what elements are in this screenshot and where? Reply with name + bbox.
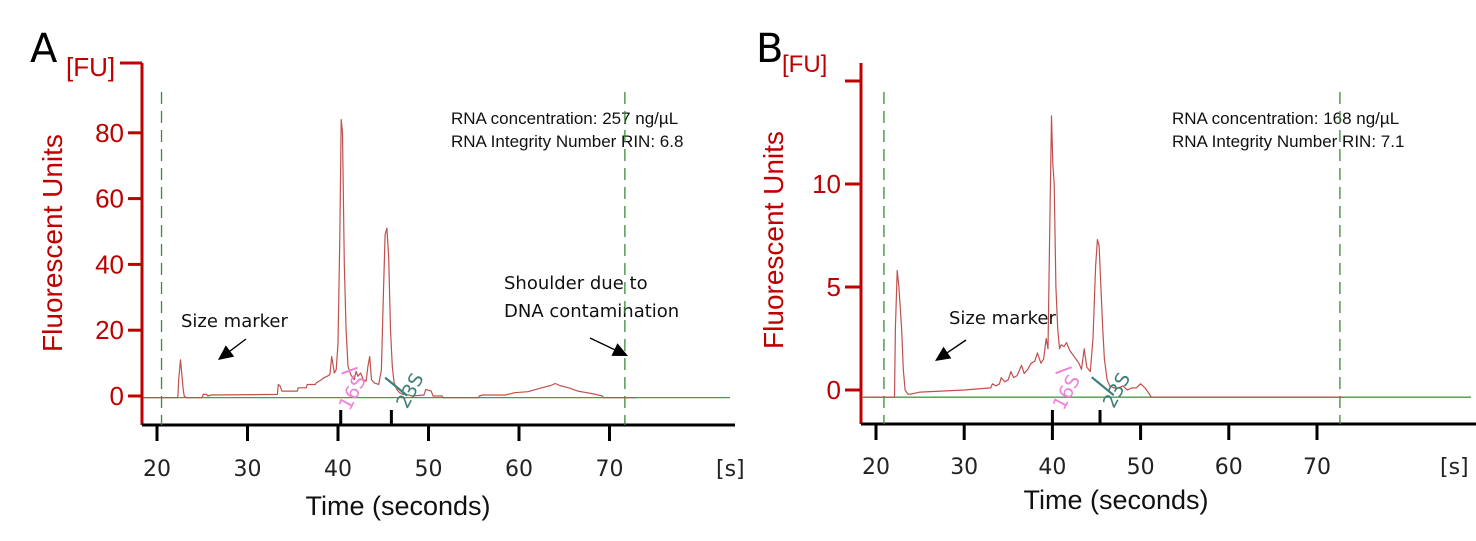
panel-a-trace-electropherogram — [143, 118, 637, 399]
panel-a-annotation-arrow — [589, 337, 615, 351]
panel-a-x-tick-label: 40 — [324, 457, 352, 482]
panel-a-info-rin: RNA Integrity Number RIN: 6.8 — [451, 132, 683, 151]
panel-a-peak-16s-label: 16S — [335, 372, 371, 414]
panel-a-y-axis-label: Fluorescent Units — [37, 134, 68, 352]
panel-b-x-axis-label: Time (seconds) — [1023, 485, 1208, 515]
panel-b-annotation-arrowhead — [935, 346, 952, 361]
panel-a-annotation-arrowhead — [611, 343, 628, 356]
panel-a-y-tick-label: 80 — [95, 118, 124, 148]
panel-b-x-unit: [s] — [1440, 455, 1469, 480]
panel-a-x-tick-label: 50 — [415, 457, 443, 482]
panel-b-x-tick-label: 70 — [1303, 455, 1331, 480]
panel-a-y-tick-label: 20 — [95, 315, 124, 345]
panel-b-info-concentration: RNA concentration: 168 ng/µL — [1172, 109, 1399, 128]
panel-a-y-tick-label: 40 — [95, 249, 124, 279]
panel-b-annotation-arrow — [945, 339, 967, 355]
panel-b-y-tick-label: 0 — [827, 375, 841, 405]
panel-b-y-axis-label: Fluorescent Units — [758, 131, 789, 349]
panel-b-letter: B — [756, 26, 783, 72]
panel-a-peak-23s-label: 23S — [392, 370, 428, 412]
panel-b-trace-electropherogram — [862, 115, 1344, 398]
panel-b-x-tick-label: 40 — [1038, 455, 1066, 480]
panel-b-peak-23s-label: 23S — [1099, 369, 1135, 411]
panel-a-x-tick-label: 70 — [596, 457, 624, 482]
panel-a-annotation-arrow — [227, 338, 247, 354]
panel-a-unit-label: [FU] — [66, 52, 115, 82]
panel-b-y-tick-label: 10 — [812, 169, 841, 199]
panel-b-x-tick-label: 60 — [1215, 455, 1243, 480]
panel-a-x-axis-label: Time (seconds) — [305, 491, 490, 521]
panel-a-annotation-shoulder-line1: Shoulder due to — [504, 273, 648, 294]
panel-a-x-tick-label: 30 — [234, 457, 262, 482]
panel-b: B [FU] Fluorescent Units RNA concentrati… — [756, 26, 1476, 515]
panel-b-x-tick-label: 20 — [862, 455, 890, 480]
panel-a-annotation-arrowhead — [218, 345, 235, 360]
panel-b-peak-16s-leader — [1055, 366, 1072, 375]
panel-a: A [FU] Fluorescent Units RNA concentrati… — [30, 26, 745, 521]
panel-b-peak-23s-leader — [1091, 376, 1115, 397]
panel-b-annotation-size-marker: Size marker — [949, 308, 1056, 329]
panel-a-x-unit: [s] — [716, 457, 745, 482]
panel-b-info-rin: RNA Integrity Number RIN: 7.1 — [1172, 132, 1404, 151]
panel-a-annotation-shoulder-line2: DNA contamination — [504, 301, 679, 322]
panel-a-peak-16s-leader — [341, 366, 358, 375]
panel-b-peak-16s-label: 16S — [1049, 371, 1085, 413]
panel-a-x-tick-label: 20 — [143, 457, 171, 482]
panel-b-x-tick-label: 30 — [950, 455, 978, 480]
panel-a-annotation-size-marker: Size marker — [181, 311, 288, 332]
panel-a-y-tick-label: 60 — [95, 184, 124, 214]
panel-b-x-tick-label: 50 — [1127, 455, 1155, 480]
panel-a-letter: A — [30, 26, 58, 72]
panel-a-y-tick-label: 0 — [110, 381, 124, 411]
panel-b-y-tick-label: 5 — [827, 272, 841, 302]
panel-a-x-tick-label: 60 — [505, 457, 533, 482]
panel-a-info-concentration: RNA concentration: 257 ng/µL — [451, 109, 678, 128]
panel-a-peak-23s-leader — [384, 376, 408, 397]
panel-b-unit-label: [FU] — [782, 51, 827, 78]
